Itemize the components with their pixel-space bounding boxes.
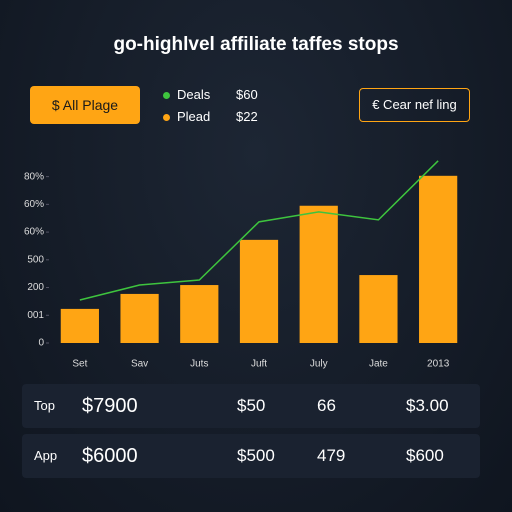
table-cell: $600	[406, 446, 444, 465]
bar	[419, 175, 458, 343]
table-cell: Top	[34, 398, 55, 413]
legend-label: Plead	[177, 109, 211, 124]
x-tick-label: Juts	[190, 359, 208, 370]
table-cell: 479	[317, 446, 346, 465]
x-tick-label: Juft	[251, 359, 267, 370]
bar	[120, 293, 159, 343]
legend-entry: Plead	[163, 109, 210, 124]
clear-button[interactable]: € Cear nef ling	[359, 88, 470, 122]
legend-label: Deals	[177, 87, 211, 102]
y-tick-label: 001	[27, 310, 44, 321]
table-cell: App	[34, 448, 58, 463]
table-cell: $7900	[82, 395, 138, 417]
y-tick-label: 500	[27, 254, 44, 265]
title: go-highlvel affiliate taffes stops	[113, 34, 399, 55]
x-tick-label: Jate	[369, 359, 388, 370]
y-tick-label: 60%	[24, 227, 44, 238]
legend-entry: Deals	[163, 87, 210, 102]
legend-dot	[163, 92, 170, 99]
all-button[interactable]: $ All Plage	[30, 86, 140, 124]
bar	[239, 239, 279, 343]
legend-amount: $60	[236, 87, 258, 102]
table-row: Top $7900 $50 66 $3.00	[22, 384, 480, 428]
x-tick-label: Sav	[131, 359, 148, 370]
y-tick-label: 200	[27, 282, 44, 293]
line	[79, 160, 439, 301]
bar	[359, 275, 398, 343]
y-tick-label: 80%	[24, 171, 44, 182]
bar	[299, 205, 338, 343]
table-cell: 66	[317, 396, 336, 415]
x-tick-label: Set	[72, 359, 87, 370]
x-tick-label: July	[310, 359, 328, 370]
table-row: App $6000 $500 479 $600	[22, 434, 480, 478]
chart: 0 001 200 500 60% 60% 80% Set Sav Juts Juft July Jat…	[24, 160, 458, 370]
bar	[180, 285, 219, 343]
table-cell: $500	[237, 446, 275, 465]
y-tick-label: 60%	[24, 199, 44, 210]
bar	[60, 308, 99, 343]
y-tick-label: 0	[38, 338, 44, 349]
x-tick-label: 2013	[427, 359, 450, 370]
table-cell: $3.00	[406, 396, 449, 415]
legend-amount: $22	[236, 109, 258, 124]
table-cell: $50	[237, 396, 266, 415]
table-cell: $6000	[82, 445, 138, 467]
legend-dot	[163, 114, 170, 121]
